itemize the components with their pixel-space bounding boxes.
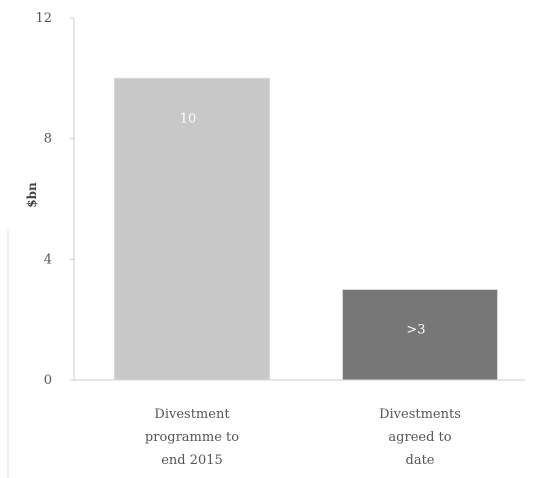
bars: 10 >3	[114, 77, 498, 381]
category-label-line: end 2015	[161, 453, 223, 468]
data-label: 10	[180, 111, 197, 126]
bar	[114, 77, 270, 381]
y-tick-label: 4	[44, 252, 52, 267]
y-tick-label: 12	[35, 11, 52, 26]
y-ticks: 0 4 8 12	[35, 11, 74, 388]
category-label: Divestment programme to end 2015	[145, 407, 239, 468]
category-label: Divestments agreed to date	[379, 407, 461, 468]
category-label-line: programme to	[145, 430, 239, 445]
y-axis-label: $bn	[25, 182, 39, 208]
y-tick-label: 0	[44, 373, 52, 388]
category-label-line: Divestment	[154, 407, 230, 422]
category-label-line: agreed to	[388, 430, 451, 445]
category-label-line: date	[406, 453, 435, 468]
bar	[342, 289, 498, 381]
category-label-line: Divestments	[379, 407, 461, 422]
y-tick-label: 8	[44, 132, 52, 147]
data-label: >3	[406, 323, 425, 338]
category-labels: Divestment programme to end 2015Divestment…	[145, 407, 461, 468]
